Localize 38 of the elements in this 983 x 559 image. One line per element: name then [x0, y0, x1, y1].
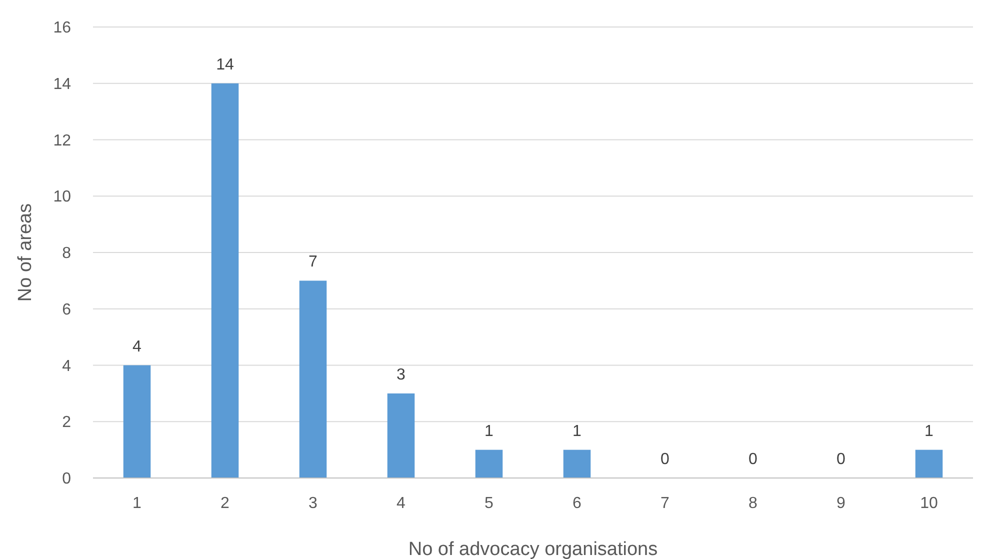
x-axis-title: No of advocacy organisations	[408, 539, 658, 559]
y-tick-label: 12	[53, 132, 72, 150]
data-label: 7	[308, 254, 318, 271]
y-tick-label: 16	[53, 20, 72, 37]
x-tick-label: 4	[396, 495, 406, 512]
bar	[387, 393, 415, 478]
bar	[123, 365, 151, 478]
y-tick-label: 14	[53, 76, 72, 93]
y-axis-title: No of areas	[15, 203, 36, 302]
x-tick-label: 6	[572, 495, 582, 512]
bar	[563, 450, 591, 478]
data-label: 1	[484, 422, 494, 440]
data-label: 1	[924, 422, 934, 440]
y-tick-label: 8	[62, 245, 72, 262]
y-tick-label: 10	[53, 188, 72, 206]
y-tick-label: 6	[62, 301, 72, 318]
x-tick-label: 5	[484, 495, 494, 512]
y-tick-label: 0	[62, 470, 72, 488]
bar	[211, 83, 239, 478]
x-tick-label: 2	[220, 495, 230, 512]
data-label: 0	[748, 451, 758, 468]
y-tick-label: 4	[62, 358, 72, 375]
x-tick-label: 7	[660, 495, 670, 512]
x-tick-label: 3	[308, 495, 318, 512]
y-tick-label: 2	[62, 414, 72, 432]
x-tick-label: 10	[920, 495, 938, 512]
data-label: 14	[216, 56, 234, 74]
x-tick-label: 1	[132, 495, 142, 512]
data-label: 0	[660, 451, 670, 468]
bar	[299, 280, 327, 478]
data-label: 4	[132, 338, 142, 356]
data-label: 3	[396, 366, 406, 384]
data-label: 0	[836, 451, 846, 468]
data-label: 1	[572, 422, 582, 440]
bar	[475, 450, 503, 478]
bar	[915, 450, 943, 478]
x-tick-label: 9	[836, 495, 846, 512]
x-tick-label: 8	[748, 495, 758, 512]
